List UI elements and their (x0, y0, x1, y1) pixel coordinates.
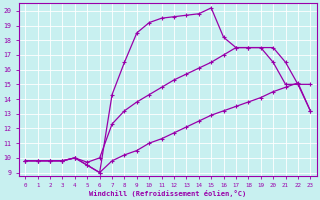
X-axis label: Windchill (Refroidissement éolien,°C): Windchill (Refroidissement éolien,°C) (89, 190, 246, 197)
